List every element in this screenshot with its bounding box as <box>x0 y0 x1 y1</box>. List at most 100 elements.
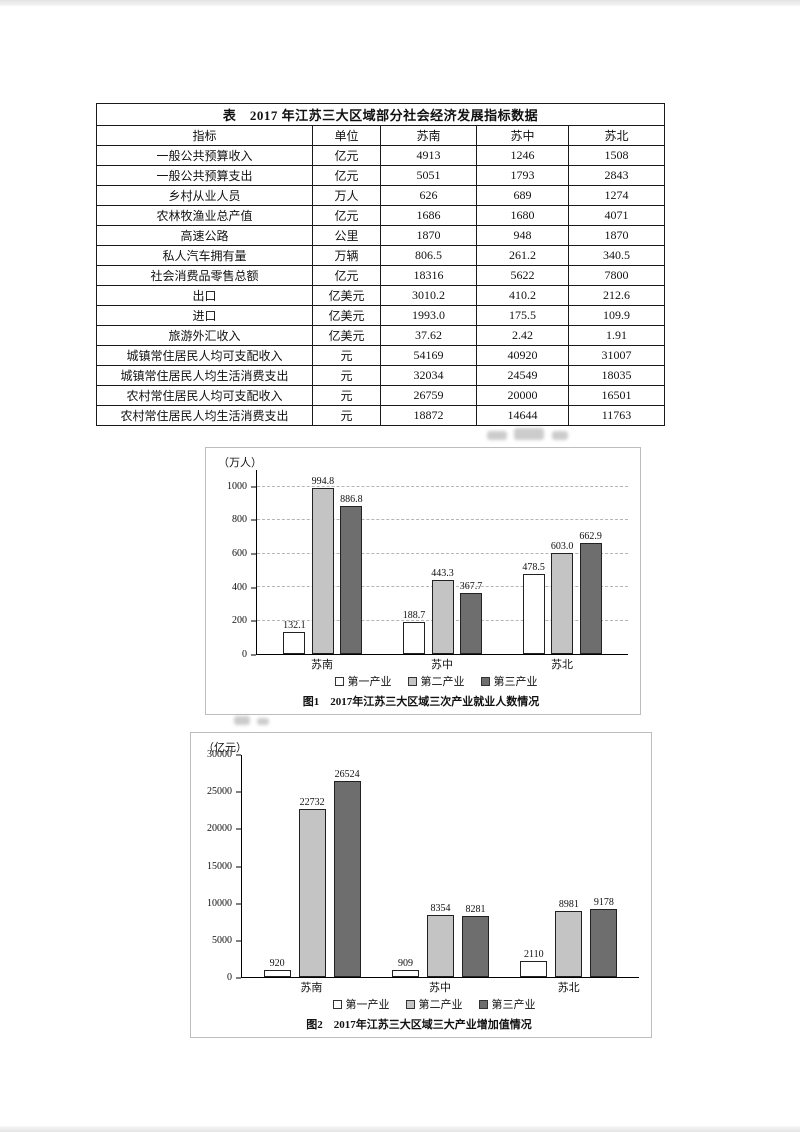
table-row: 一般公共预算收入 亿元 4913 1246 1508 <box>96 145 665 166</box>
table-cell: 社会消费品零售总额 <box>96 265 313 286</box>
bar-value-label: 994.8 <box>311 475 335 487</box>
bar-series-1 <box>283 631 306 654</box>
bar-wrap: 9178 <box>590 755 618 977</box>
scan-artifact <box>487 431 507 440</box>
table-cell: 1246 <box>476 145 569 166</box>
table-title-row: 表 2017 年江苏三大区域部分社会经济发展指标数据 <box>96 103 665 126</box>
scan-artifact <box>257 718 269 725</box>
table-cell: 20000 <box>476 385 569 406</box>
table-cell: 7800 <box>568 265 665 286</box>
bar-value-label: 2110 <box>523 949 544 961</box>
figure-2-value-added-bar-chart: （亿元） 0 5000 10000 15000 20000 25000 30000 920 2… <box>190 732 652 1038</box>
x-axis-labels: 苏南 苏中 苏北 <box>256 655 628 672</box>
table-cell: 109.9 <box>568 305 665 326</box>
y-tick-label: 20000 <box>207 823 232 835</box>
table-cell: 亿元 <box>312 145 381 166</box>
legend-item: 第二产业 <box>405 996 463 1012</box>
chart-legend: 第一产业 第二产业 第三产业 <box>244 672 628 690</box>
y-tick-label: 25000 <box>207 786 232 798</box>
table-cell: 24549 <box>476 365 569 386</box>
y-tick-mark <box>236 866 241 867</box>
bar-series-1 <box>403 622 425 654</box>
bar-group: 909 8354 8281 <box>376 755 504 977</box>
y-axis: 0 5000 10000 15000 20000 25000 30000 <box>199 750 241 983</box>
table-cell: 4913 <box>380 145 477 166</box>
table-cell: 26759 <box>380 385 477 406</box>
x-category-label: 苏中 <box>431 658 453 671</box>
table-cell: 乡村从业人员 <box>96 185 313 206</box>
table-cell: 1793 <box>476 165 569 186</box>
y-tick-label: 200 <box>232 615 247 627</box>
table-cell: 4071 <box>568 205 665 226</box>
y-tick-label: 800 <box>232 514 247 526</box>
scan-artifact <box>552 431 568 440</box>
y-tick-label: 0 <box>242 649 247 660</box>
plot-area: 920 22732 26524 909 8354 8281 2110 8981 9178 <box>241 755 639 978</box>
bar-wrap: 22732 <box>298 755 326 977</box>
table-row: 一般公共预算支出 亿元 5051 1793 2843 <box>96 165 665 186</box>
bar-wrap: 920 <box>263 755 291 977</box>
bar-series-2 <box>551 553 574 654</box>
plot-area: 132.1 994.8 886.8 188.7 443.3 367.7 478.5 603.0… <box>256 470 628 655</box>
y-tick-mark <box>251 553 256 555</box>
column-header: 苏北 <box>568 125 665 146</box>
bar-series-3 <box>460 592 482 654</box>
gridline <box>257 485 628 487</box>
table-cell: 948 <box>476 225 569 246</box>
legend-label: 第一产业 <box>345 999 390 1011</box>
y-tick-mark <box>236 903 241 905</box>
column-header: 苏南 <box>380 125 477 146</box>
bar-series-3 <box>340 505 363 654</box>
table-cell: 340.5 <box>568 245 665 266</box>
bar-wrap: 603.0 <box>551 470 574 654</box>
bar-wrap: 26524 <box>333 755 361 977</box>
bar-wrap: 8354 <box>426 755 454 977</box>
bar-value-label: 8354 <box>430 903 451 915</box>
table-cell: 元 <box>312 345 381 366</box>
figure-caption: 图1 2017年江苏三大区域三次产业就业人数情况 <box>302 696 540 708</box>
bar-series-1 <box>263 970 291 977</box>
table-cell: 元 <box>312 405 381 426</box>
bar-series-3 <box>590 909 618 977</box>
table-cell: 亿美元 <box>312 305 381 326</box>
y-tick-mark <box>251 654 256 656</box>
table-cell: 城镇常住居民人均可支配收入 <box>96 345 313 366</box>
bar-value-label: 886.8 <box>340 493 363 505</box>
table-row: 进口 亿美元 1993.0 175.5 109.9 <box>96 305 665 326</box>
bar-series-2 <box>298 808 326 977</box>
legend-swatch-icon <box>332 999 342 1009</box>
table-row: 乡村从业人员 万人 626 689 1274 <box>96 185 665 206</box>
chart-legend: 第一产业 第二产业 第三产业 <box>229 995 639 1013</box>
y-tick-label: 5000 <box>212 934 232 946</box>
table-row: 旅游外汇收入 亿美元 37.62 2.42 1.91 <box>96 325 665 346</box>
table-cell: 410.2 <box>476 285 569 306</box>
y-tick-label: 400 <box>232 581 247 593</box>
y-tick-label: 600 <box>232 548 247 560</box>
scan-edge-bottom <box>0 1126 800 1132</box>
table-cell: 旅游外汇收入 <box>96 325 313 346</box>
table-row: 农村常住居民人均生活消费支出元 18872 14644 11763 <box>96 405 665 426</box>
bar-wrap: 132.1 <box>283 470 306 654</box>
bar-series-2 <box>431 579 454 654</box>
y-tick-label: 1000 <box>227 480 247 492</box>
x-category-label: 苏北 <box>557 981 580 994</box>
table-cell: 5051 <box>380 165 477 186</box>
bar-value-label: 478.5 <box>522 561 545 573</box>
legend-swatch-icon <box>478 999 488 1009</box>
table-cell: 亿元 <box>312 165 381 186</box>
x-category-label: 苏北 <box>551 658 573 671</box>
table-row: 社会消费品零售总额 亿元 18316 5622 7800 <box>96 265 665 286</box>
bar-value-label: 26524 <box>334 768 360 780</box>
table-cell: 1870 <box>380 225 477 246</box>
bar-value-label: 188.7 <box>402 610 426 622</box>
table-cell: 进口 <box>96 305 313 326</box>
table-cell: 元 <box>312 385 381 406</box>
table-cell: 3010.2 <box>380 285 477 306</box>
table-cell: 31007 <box>568 345 665 366</box>
table-cell: 14644 <box>476 405 569 426</box>
legend-label: 第三产业 <box>493 676 538 688</box>
table-cell: 亿美元 <box>312 285 381 306</box>
table-cell: 公里 <box>312 225 381 246</box>
bar-group: 188.7 443.3 367.7 <box>383 470 503 654</box>
bar-value-label: 662.9 <box>579 531 602 543</box>
